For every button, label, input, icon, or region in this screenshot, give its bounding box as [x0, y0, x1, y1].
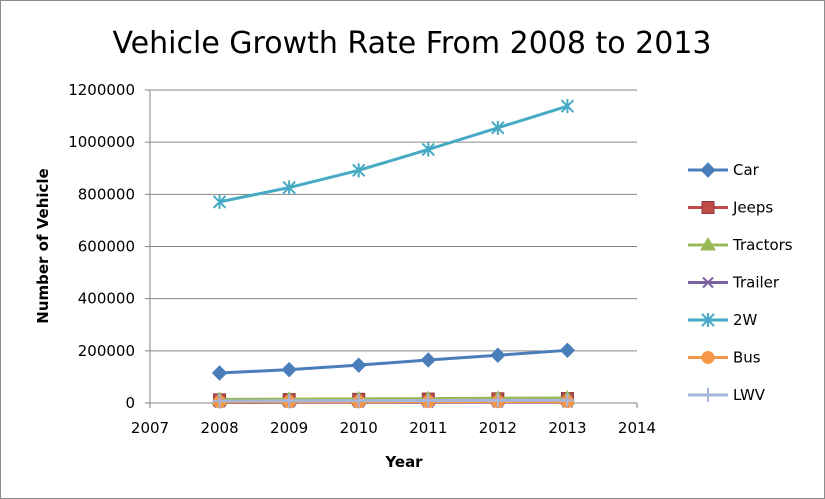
x-tick-label: 2008	[200, 419, 238, 437]
legend-label: Car	[733, 161, 760, 179]
legend-item-bus: Bus	[688, 349, 761, 367]
legend-item-lwv: LWV	[688, 386, 766, 404]
legend-marker	[701, 388, 715, 402]
x-tick-label: 2009	[270, 419, 308, 437]
data-point	[490, 393, 505, 408]
data-point	[559, 342, 576, 359]
data-point	[490, 347, 506, 363]
legend-label: 2W	[733, 311, 758, 329]
data-point	[211, 365, 228, 381]
y-tick-label: 1000000	[68, 133, 135, 151]
series-line	[219, 398, 568, 403]
series-car	[211, 342, 576, 381]
data-point	[421, 393, 436, 408]
data-point	[212, 393, 227, 408]
data-point	[282, 180, 296, 195]
data-point	[351, 357, 367, 373]
y-tick-label: 400000	[78, 290, 135, 308]
y-tick-labels: 0 200000 400000 600000 800000 1000000 1200000	[68, 81, 135, 412]
series-line	[219, 104, 568, 204]
series-group	[211, 99, 576, 409]
y-tick-label: 600000	[78, 238, 135, 256]
series-lwv	[212, 393, 575, 408]
data-point	[420, 352, 436, 368]
data-point	[560, 99, 575, 114]
legend-label: Tractors	[732, 236, 793, 254]
x-axis-title: Year	[384, 453, 423, 471]
y-tick-label: 800000	[78, 185, 135, 203]
data-point	[282, 393, 297, 408]
legend-marker	[701, 351, 715, 364]
y-tick-label: 200000	[78, 342, 135, 360]
x-tick-label: 2007	[131, 419, 169, 437]
x-tick-label: 2013	[548, 419, 586, 437]
x-tick-label: 2014	[618, 419, 656, 437]
chart-title: Vehicle Growth Rate From 2008 to 2013	[112, 26, 711, 61]
data-point	[212, 194, 227, 209]
legend-item-2w: 2W	[688, 311, 758, 329]
data-point	[421, 142, 435, 157]
legend-label: Trailer	[732, 274, 780, 292]
legend-marker	[701, 201, 715, 214]
data-point	[351, 393, 366, 408]
legend-marker	[702, 276, 714, 289]
y-axis-title: Number of Vehicle	[34, 168, 52, 323]
legend-marker	[701, 313, 715, 327]
legend: Car Jeeps Tractors Trailer 2W Bus LWV	[688, 161, 793, 404]
data-point	[560, 393, 575, 408]
y-tick-label: 1200000	[68, 81, 135, 99]
series-line	[219, 396, 568, 401]
x-tick-label: 2010	[340, 419, 378, 437]
legend-item-tractors: Tractors	[688, 236, 793, 254]
legend-item-trailer: Trailer	[688, 274, 780, 292]
legend-label: LWV	[733, 386, 766, 404]
legend-marker	[700, 162, 716, 178]
data-point	[491, 120, 505, 135]
x-tick-label: 2011	[409, 419, 447, 437]
data-point	[352, 163, 366, 178]
legend-item-jeeps: Jeeps	[688, 199, 773, 217]
legend-marker	[700, 237, 716, 251]
data-point	[281, 361, 297, 378]
legend-item-car: Car	[688, 161, 760, 179]
axes	[145, 89, 638, 408]
legend-label: Jeeps	[732, 199, 773, 217]
y-tick-label: 0	[125, 394, 135, 412]
series-2w	[212, 99, 575, 209]
gridlines	[150, 89, 637, 352]
x-tick-label: 2012	[479, 419, 517, 437]
x-tick-labels: 2007 2008 2009 2010 2011 2012 2013 2014	[131, 419, 656, 437]
legend-label: Bus	[733, 349, 761, 367]
series-line	[219, 348, 568, 375]
